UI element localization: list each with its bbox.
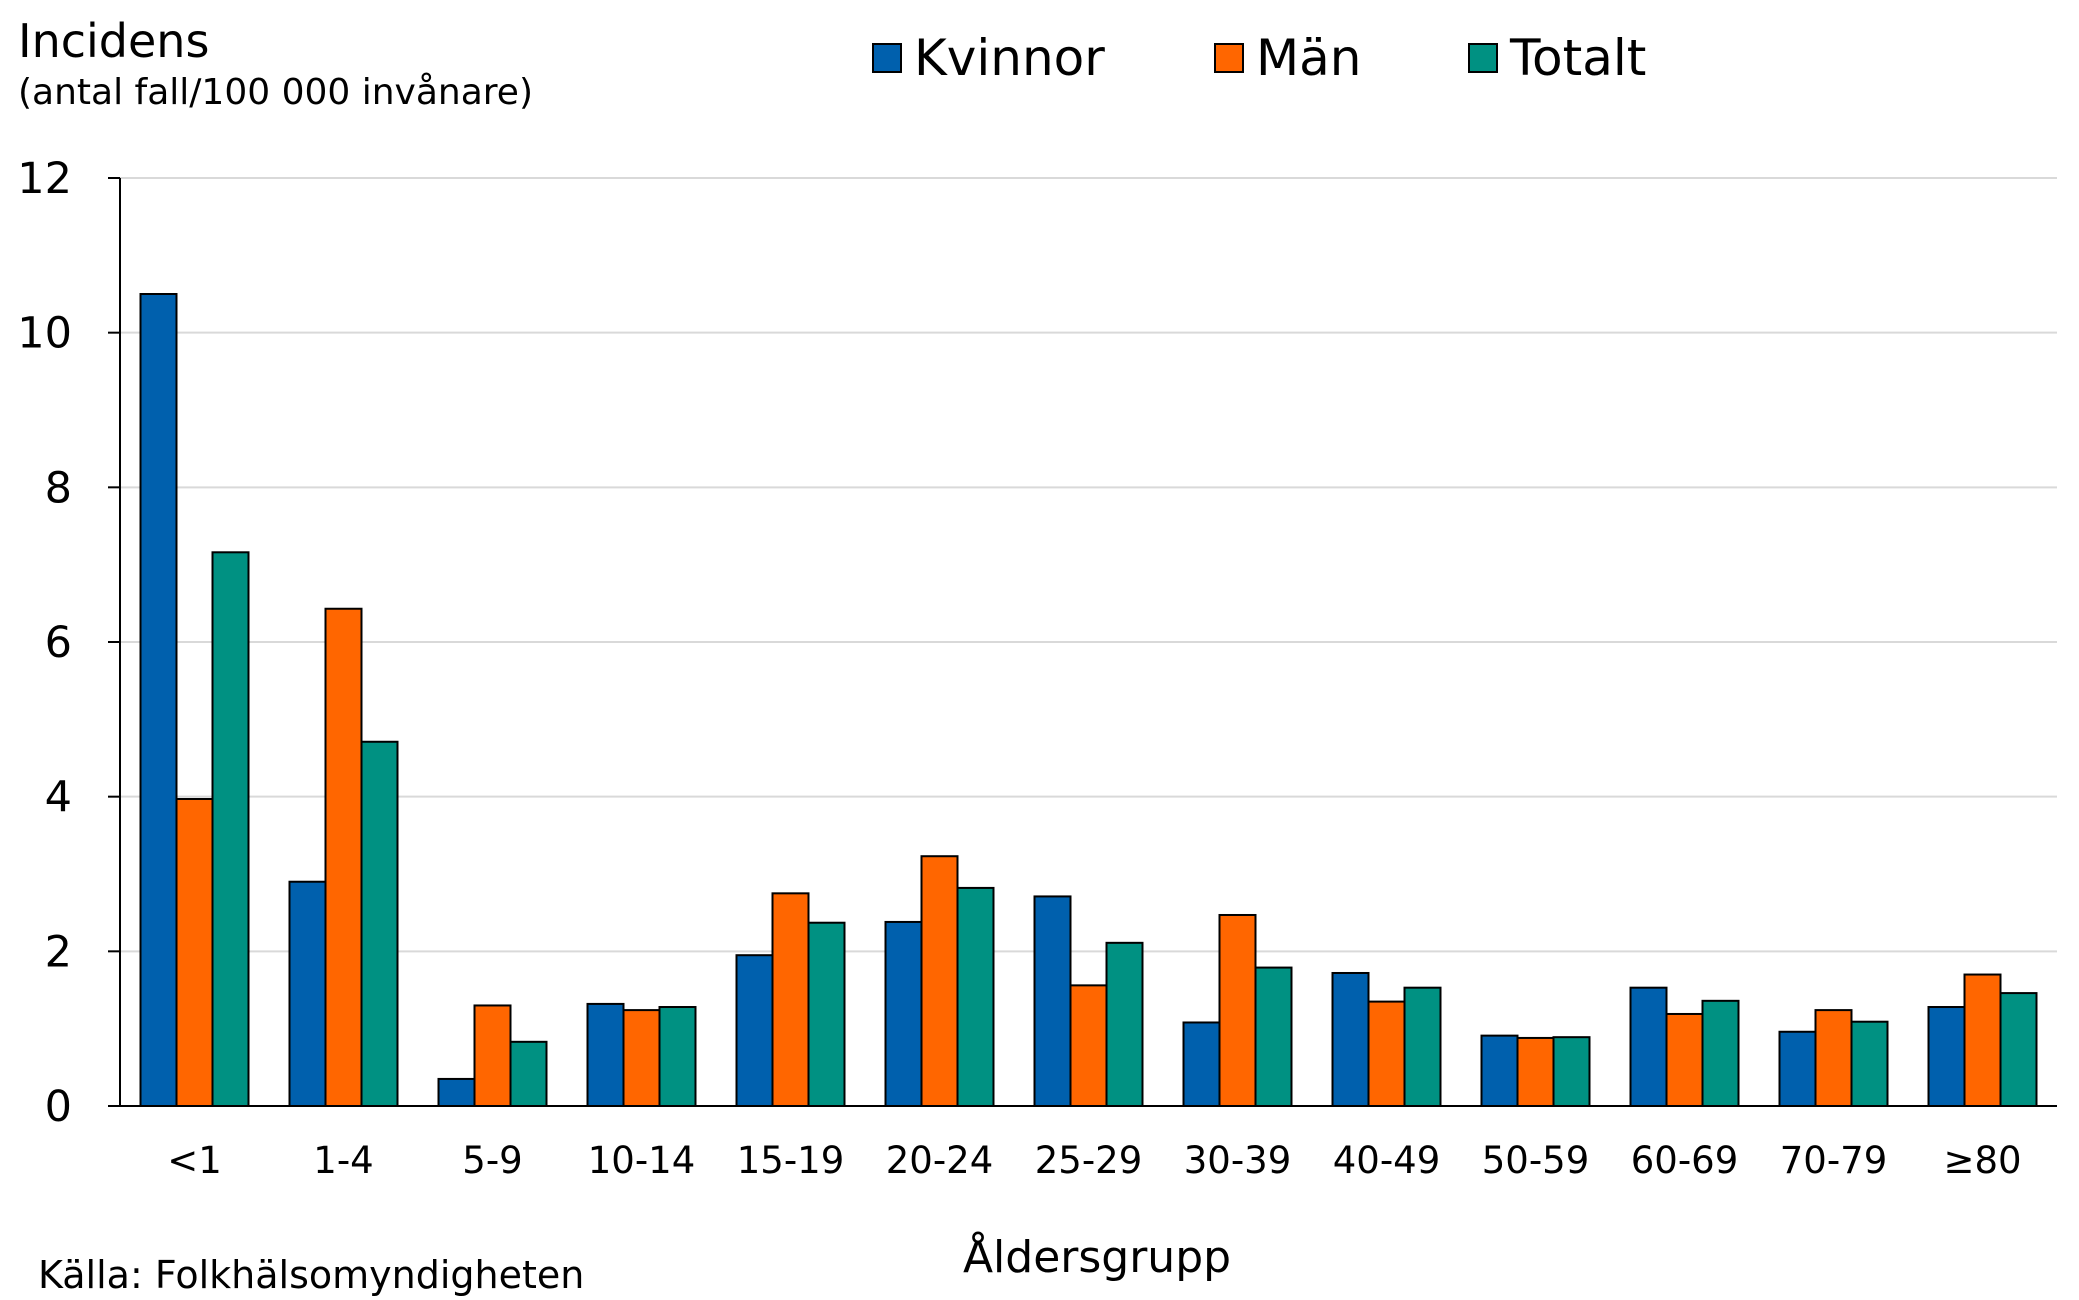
bar-m-n-9 <box>1516 1036 1555 1107</box>
bar-totalt-1 <box>360 740 399 1107</box>
bar-m-n-7 <box>1218 913 1257 1108</box>
bar-totalt-6 <box>1105 941 1144 1107</box>
bar-m-n-10 <box>1665 1012 1704 1107</box>
bar-totalt-11 <box>1850 1020 1889 1107</box>
legend-swatch-man <box>1214 43 1244 73</box>
bar-m-n-5 <box>920 855 959 1107</box>
legend-label-totalt: Totalt <box>1510 29 1647 87</box>
legend-swatch-totalt <box>1468 43 1498 73</box>
bar-m-n-12 <box>1963 973 2002 1107</box>
bar-kvinnor-12 <box>1927 1006 1966 1107</box>
bar-kvinnor-9 <box>1480 1034 1519 1108</box>
x-axis-title: Åldersgrupp <box>962 1232 1232 1283</box>
bar-kvinnor-8 <box>1331 971 1370 1108</box>
bar-totalt-7 <box>1254 966 1293 1107</box>
bar-totalt-0 <box>211 551 250 1107</box>
bar-kvinnor-6 <box>1033 895 1072 1108</box>
legend-item-kvinnor: Kvinnor <box>872 28 1105 88</box>
x-tick-label: 50-59 <box>1482 1139 1590 1182</box>
y-tick-label: 2 <box>45 927 72 977</box>
bar-totalt-8 <box>1403 986 1442 1107</box>
x-tick-label: 30-39 <box>1184 1139 1292 1182</box>
y-axis-title: Incidens <box>18 14 210 68</box>
bar-m-n-1 <box>324 607 363 1107</box>
bar-kvinnor-5 <box>884 920 923 1107</box>
bar-totalt-5 <box>956 886 995 1107</box>
bar-totalt-2 <box>509 1040 548 1108</box>
x-tick-label: 25-29 <box>1035 1139 1143 1182</box>
bar-totalt-4 <box>807 921 846 1107</box>
bar-m-n-6 <box>1069 984 1108 1107</box>
bar-m-n-4 <box>771 892 810 1107</box>
legend-item-man: Män <box>1214 28 1361 88</box>
bar-totalt-10 <box>1701 999 1740 1107</box>
legend-swatch-kvinnor <box>872 43 902 73</box>
x-tick-label: 60-69 <box>1631 1139 1739 1182</box>
bar-m-n-8 <box>1367 1000 1406 1107</box>
x-tick-label: 70-79 <box>1780 1139 1888 1182</box>
y-tick-label: 10 <box>17 309 72 359</box>
x-tick-label: 1-4 <box>313 1139 373 1182</box>
legend-label-kvinnor: Kvinnor <box>914 29 1105 87</box>
bar-kvinnor-1 <box>288 880 327 1107</box>
x-tick-label: ≥80 <box>1943 1139 2021 1182</box>
bar-kvinnor-4 <box>735 954 774 1108</box>
x-tick-label: 40-49 <box>1333 1139 1441 1182</box>
x-tick-label: 20-24 <box>886 1139 994 1182</box>
bar-totalt-12 <box>1999 992 2038 1107</box>
x-tick-label: 5-9 <box>462 1139 522 1182</box>
bar-m-n-3 <box>622 1009 661 1108</box>
bar-kvinnor-10 <box>1629 986 1668 1107</box>
bar-kvinnor-11 <box>1778 1030 1817 1108</box>
bar-totalt-9 <box>1552 1036 1591 1108</box>
x-tick-label: <1 <box>167 1139 222 1182</box>
source-note: Källa: Folkhälsomyndigheten <box>38 1253 585 1297</box>
x-tick-label: 10-14 <box>588 1139 696 1182</box>
legend-item-totalt: Totalt <box>1468 28 1646 88</box>
bar-m-n-2 <box>473 1004 512 1108</box>
x-tick-label: 15-19 <box>737 1139 845 1182</box>
bar-totalt-3 <box>658 1006 697 1107</box>
bar-kvinnor-0 <box>139 293 178 1107</box>
y-tick-label: 8 <box>45 463 72 513</box>
bar-m-n-0 <box>175 797 214 1108</box>
y-axis-subtitle: (antal fall/100 000 invånare) <box>18 72 533 113</box>
y-tick-label: 0 <box>45 1082 72 1132</box>
bar-kvinnor-2 <box>437 1077 476 1108</box>
bar-m-n-11 <box>1814 1009 1853 1108</box>
bar-kvinnor-3 <box>586 1002 625 1107</box>
y-tick-label: 12 <box>17 154 72 204</box>
y-tick-label: 4 <box>45 773 72 823</box>
legend-label-man: Män <box>1256 29 1362 87</box>
y-tick-label: 6 <box>45 618 72 668</box>
bar-kvinnor-7 <box>1182 1021 1221 1107</box>
